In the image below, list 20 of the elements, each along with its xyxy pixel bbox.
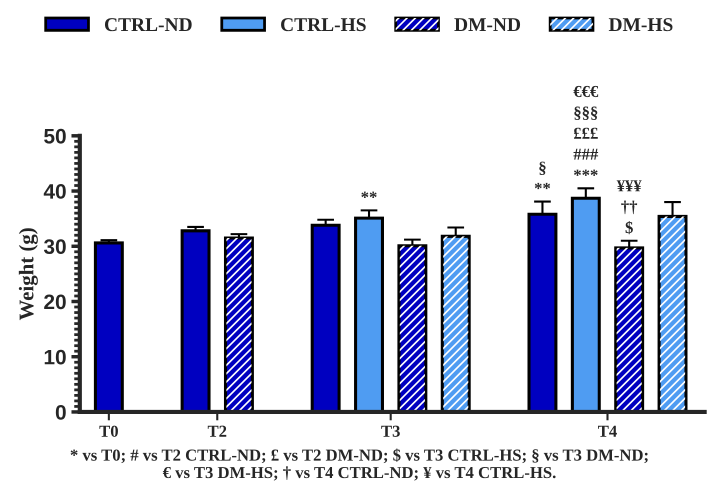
annotation: €€€ §§§ £££ ### ***	[574, 86, 598, 176]
x-tick-label: T0	[99, 426, 118, 437]
text: * vs T0; # vs T2 CTRL-ND; £ vs T2 DM-ND; $ vs T3 CTRL-HS; § vs T3 DM-ND; € vs T3 DM-HS; † vs T4 CTRL-ND; ¥ vs T4 CTRL-HS.	[70, 448, 648, 481]
annotation: § **	[534, 162, 550, 190]
annotation: **	[361, 192, 377, 198]
y-tick-label: 10	[44, 350, 66, 364]
y-tick-label: 30	[44, 239, 66, 254]
x-tick-label: T4	[598, 426, 617, 437]
y-tick-label: 20	[44, 294, 66, 310]
x-tick-label: T2	[208, 426, 226, 437]
legend-label: CTRL-HS	[281, 18, 366, 32]
legend-label: DM-ND	[454, 18, 520, 32]
y-tick-label: 50	[44, 128, 66, 144]
y-tick-label: 0	[56, 404, 66, 420]
x-tick-label: T3	[381, 426, 400, 437]
y-tick-label: 40	[44, 184, 66, 199]
legend-label: CTRL-ND	[104, 18, 192, 32]
annotation: ¥¥¥ †† $	[616, 180, 642, 234]
legend-label: DM-HS	[608, 18, 672, 32]
y-axis-title: Weight (g)	[18, 228, 38, 320]
